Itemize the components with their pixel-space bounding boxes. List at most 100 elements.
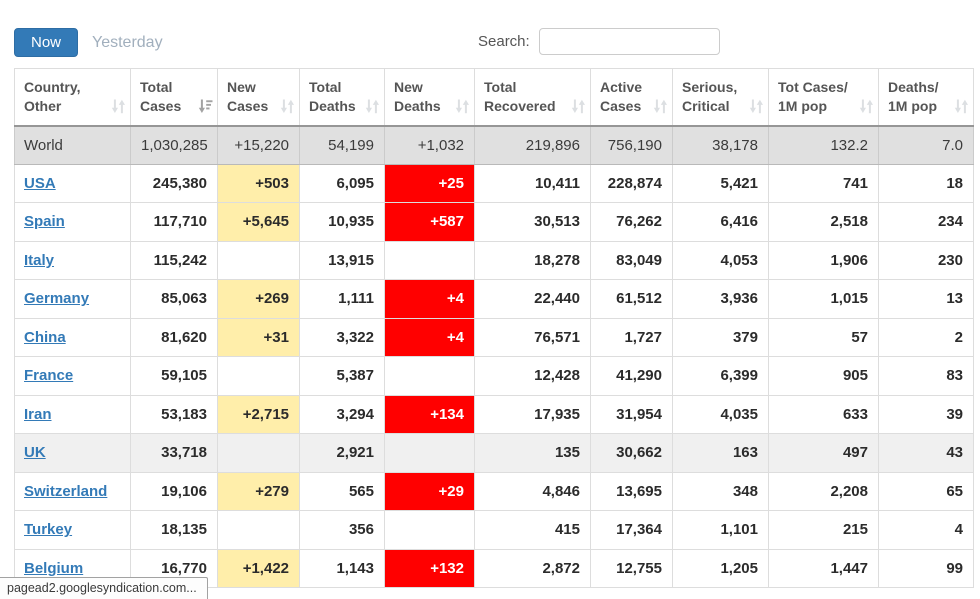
table-body: World1,030,285+15,22054,199+1,032219,896… [15, 126, 974, 588]
yesterday-button[interactable]: Yesterday [86, 28, 169, 57]
cell-new_cases: +2,715 [218, 395, 300, 434]
cell-total_cases: 115,242 [131, 241, 218, 280]
search-input[interactable] [539, 28, 720, 55]
column-label-new_cases: New Cases [227, 78, 279, 116]
total-row: World1,030,285+15,22054,199+1,032219,896… [15, 126, 974, 165]
country-row-iran: Iran53,183+2,7153,294+13417,93531,9544,0… [15, 395, 974, 434]
cell-total_deaths: 1,111 [300, 280, 385, 319]
cell-new_deaths: +1,032 [385, 126, 475, 165]
cell-total_cases: 81,620 [131, 318, 218, 357]
cell-total_deaths: 10,935 [300, 203, 385, 242]
cell-serious_critical: 379 [673, 318, 769, 357]
cell-total_deaths: 3,294 [300, 395, 385, 434]
country-link-france[interactable]: France [24, 367, 73, 384]
country-link-china[interactable]: China [24, 329, 66, 346]
column-label-total_cases: Total Cases [140, 78, 197, 116]
country-link-italy[interactable]: Italy [24, 252, 54, 269]
cell-serious_critical: 6,416 [673, 203, 769, 242]
cell-new_cases: +1,422 [218, 549, 300, 588]
sort-toggle-icon[interactable] [859, 99, 874, 114]
search-label: Search: [478, 33, 530, 50]
cell-deaths_per_1m: 83 [879, 357, 974, 396]
now-button[interactable]: Now [14, 28, 78, 57]
cell-serious_critical: 1,205 [673, 549, 769, 588]
cell-serious_critical: 163 [673, 434, 769, 473]
cell-new_deaths: +4 [385, 280, 475, 319]
sort-toggle-icon[interactable] [571, 99, 586, 114]
column-header-new_cases[interactable]: New Cases [218, 69, 300, 126]
sort-toggle-icon[interactable] [455, 99, 470, 114]
column-header-new_deaths[interactable]: New Deaths [385, 69, 475, 126]
cell-new_deaths: +25 [385, 164, 475, 203]
cell-total_recovered: 2,872 [475, 549, 591, 588]
cell-total_recovered: 17,935 [475, 395, 591, 434]
cell-new_cases: +279 [218, 472, 300, 511]
cell-country: Germany [15, 280, 131, 319]
column-header-country[interactable]: Country, Other [15, 69, 131, 126]
cell-cases_per_1m: 497 [769, 434, 879, 473]
cell-active_cases: 1,727 [591, 318, 673, 357]
cell-total_recovered: 4,846 [475, 472, 591, 511]
cell-new_deaths [385, 241, 475, 280]
sort-toggle-icon[interactable] [653, 99, 668, 114]
column-header-active_cases[interactable]: Active Cases [591, 69, 673, 126]
cell-total_recovered: 10,411 [475, 164, 591, 203]
sort-toggle-icon[interactable] [954, 99, 969, 114]
sort-toggle-icon[interactable] [365, 99, 380, 114]
cell-total_cases: 117,710 [131, 203, 218, 242]
cell-total_cases: 53,183 [131, 395, 218, 434]
country-link-usa[interactable]: USA [24, 175, 56, 192]
column-header-cases_per_1m[interactable]: Tot Cases/ 1M pop [769, 69, 879, 126]
column-header-deaths_per_1m[interactable]: Deaths/ 1M pop [879, 69, 974, 126]
column-header-serious_critical[interactable]: Serious, Critical [673, 69, 769, 126]
cell-new_deaths: +587 [385, 203, 475, 242]
cell-total_deaths: 1,143 [300, 549, 385, 588]
cell-total_deaths: 356 [300, 511, 385, 550]
cell-active_cases: 83,049 [591, 241, 673, 280]
cell-cases_per_1m: 1,015 [769, 280, 879, 319]
country-link-iran[interactable]: Iran [24, 406, 52, 423]
country-row-france: France59,1055,38712,42841,2906,39990583 [15, 357, 974, 396]
cell-deaths_per_1m: 43 [879, 434, 974, 473]
cell-serious_critical: 5,421 [673, 164, 769, 203]
country-link-uk[interactable]: UK [24, 444, 46, 461]
header-row: Country, OtherTotal Cases New Cases Total … [15, 69, 974, 126]
column-label-active_cases: Active Cases [600, 78, 652, 116]
sort-toggle-icon[interactable] [111, 99, 126, 114]
cell-total_recovered: 219,896 [475, 126, 591, 165]
cell-new_deaths [385, 434, 475, 473]
country-link-spain[interactable]: Spain [24, 213, 65, 230]
covid-stats-table: Country, OtherTotal Cases New Cases Total … [14, 68, 974, 588]
cell-serious_critical: 3,936 [673, 280, 769, 319]
country-link-belgium[interactable]: Belgium [24, 560, 83, 577]
cell-serious_critical: 4,035 [673, 395, 769, 434]
table-header: Country, OtherTotal Cases New Cases Total … [15, 69, 974, 126]
country-row-spain: Spain117,710+5,64510,935+58730,51376,262… [15, 203, 974, 242]
cell-active_cases: 61,512 [591, 280, 673, 319]
country-link-turkey[interactable]: Turkey [24, 521, 72, 538]
column-label-total_recovered: Total Recovered [484, 78, 570, 116]
cell-serious_critical: 38,178 [673, 126, 769, 165]
cell-cases_per_1m: 905 [769, 357, 879, 396]
cell-deaths_per_1m: 2 [879, 318, 974, 357]
country-link-switzerland[interactable]: Switzerland [24, 483, 107, 500]
sort-toggle-icon[interactable] [749, 99, 764, 114]
page: Now Yesterday Search: Country, OtherTota… [0, 0, 980, 599]
column-label-new_deaths: New Deaths [394, 78, 454, 116]
column-header-total_cases[interactable]: Total Cases [131, 69, 218, 126]
country-link-germany[interactable]: Germany [24, 290, 89, 307]
cell-total_deaths: 565 [300, 472, 385, 511]
cell-active_cases: 228,874 [591, 164, 673, 203]
cell-country: Spain [15, 203, 131, 242]
column-header-total_deaths[interactable]: Total Deaths [300, 69, 385, 126]
cell-total_recovered: 415 [475, 511, 591, 550]
sort-descending-icon[interactable] [198, 99, 213, 114]
cell-total_cases: 59,105 [131, 357, 218, 396]
cell-new_cases [218, 434, 300, 473]
column-header-total_recovered[interactable]: Total Recovered [475, 69, 591, 126]
sort-toggle-icon[interactable] [280, 99, 295, 114]
cell-total_deaths: 13,915 [300, 241, 385, 280]
cell-new_cases: +503 [218, 164, 300, 203]
country-row-usa: USA245,380+5036,095+2510,411228,8745,421… [15, 164, 974, 203]
cell-total_deaths: 6,095 [300, 164, 385, 203]
